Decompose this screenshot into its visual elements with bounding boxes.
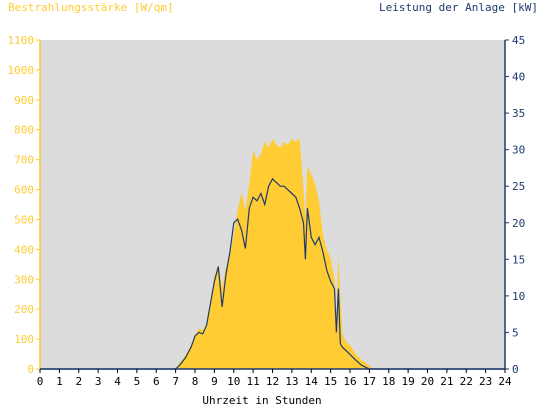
right-tick-label: 40 — [512, 71, 525, 84]
x-tick-label: 1 — [56, 375, 63, 388]
x-tick-label: 9 — [211, 375, 218, 388]
left-tick-label: 500 — [14, 213, 34, 226]
left-tick-label: 200 — [14, 303, 34, 316]
irradiance-area-layer — [40, 138, 505, 369]
x-tick-label: 6 — [153, 375, 160, 388]
x-tick-label: 11 — [247, 375, 260, 388]
right-tick-label: 25 — [512, 180, 525, 193]
x-tick-label: 20 — [421, 375, 434, 388]
power-line-layer — [40, 177, 505, 370]
x-tick-label: 18 — [382, 375, 395, 388]
x-tick-label: 15 — [324, 375, 337, 388]
x-tick-label: 4 — [114, 375, 121, 388]
left-tick-label: 600 — [14, 184, 34, 197]
x-axis-label: Uhrzeit in Stunden — [202, 394, 321, 407]
left-tick-label: 100 — [14, 333, 34, 346]
left-tick-label: 300 — [14, 273, 34, 286]
x-tick-label: 0 — [37, 375, 44, 388]
right-tick-label: 45 — [512, 34, 525, 47]
right-tick-label: 35 — [512, 107, 525, 120]
right-tick-label: 20 — [512, 217, 525, 230]
x-tick-label: 14 — [305, 375, 319, 388]
left-tick-labels: 0 100 200 300 400 500 600 700 800 900 1000 1100 — [8, 34, 40, 376]
irradiance-area — [40, 138, 505, 369]
x-tick-label: 10 — [227, 375, 240, 388]
right-axis-title: Leistung der Anlage [kW] — [379, 1, 538, 14]
x-tick-label: 2 — [75, 375, 82, 388]
right-tick-label: 0 — [512, 363, 519, 376]
x-tick-labels: 0 1 2 3 4 5 6 7 8 9 10 11 12 13 14 15 16 17 18 19 20 21 22 23 24 — [37, 369, 512, 388]
x-tick-label: 8 — [192, 375, 199, 388]
x-tick-label: 13 — [285, 375, 298, 388]
x-tick-label: 23 — [479, 375, 492, 388]
x-tick-label: 17 — [363, 375, 376, 388]
x-tick-label: 24 — [498, 375, 512, 388]
left-tick-label: 1100 — [8, 34, 35, 47]
right-tick-label: 30 — [512, 144, 525, 157]
right-tick-labels: 0 5 10 15 20 25 30 35 40 45 — [505, 34, 525, 376]
left-tick-label: 400 — [14, 243, 34, 256]
right-tick-label: 5 — [512, 326, 519, 339]
power-line — [40, 177, 505, 370]
x-tick-label: 12 — [266, 375, 279, 388]
left-tick-label: 700 — [14, 154, 34, 167]
right-tick-label: 10 — [512, 290, 525, 303]
x-tick-label: 7 — [172, 375, 179, 388]
left-tick-label: 0 — [27, 363, 34, 376]
right-tick-label: 15 — [512, 253, 525, 266]
x-tick-label: 19 — [402, 375, 415, 388]
x-tick-label: 5 — [134, 375, 141, 388]
left-tick-label: 1000 — [8, 64, 35, 77]
x-tick-label: 16 — [343, 375, 356, 388]
left-axis-title: Bestrahlungsstärke [W/qm] — [8, 1, 174, 14]
x-tick-label: 22 — [460, 375, 473, 388]
x-tick-label: 21 — [440, 375, 453, 388]
left-tick-label: 800 — [14, 124, 34, 137]
left-tick-label: 900 — [14, 94, 34, 107]
x-tick-label: 3 — [95, 375, 102, 388]
